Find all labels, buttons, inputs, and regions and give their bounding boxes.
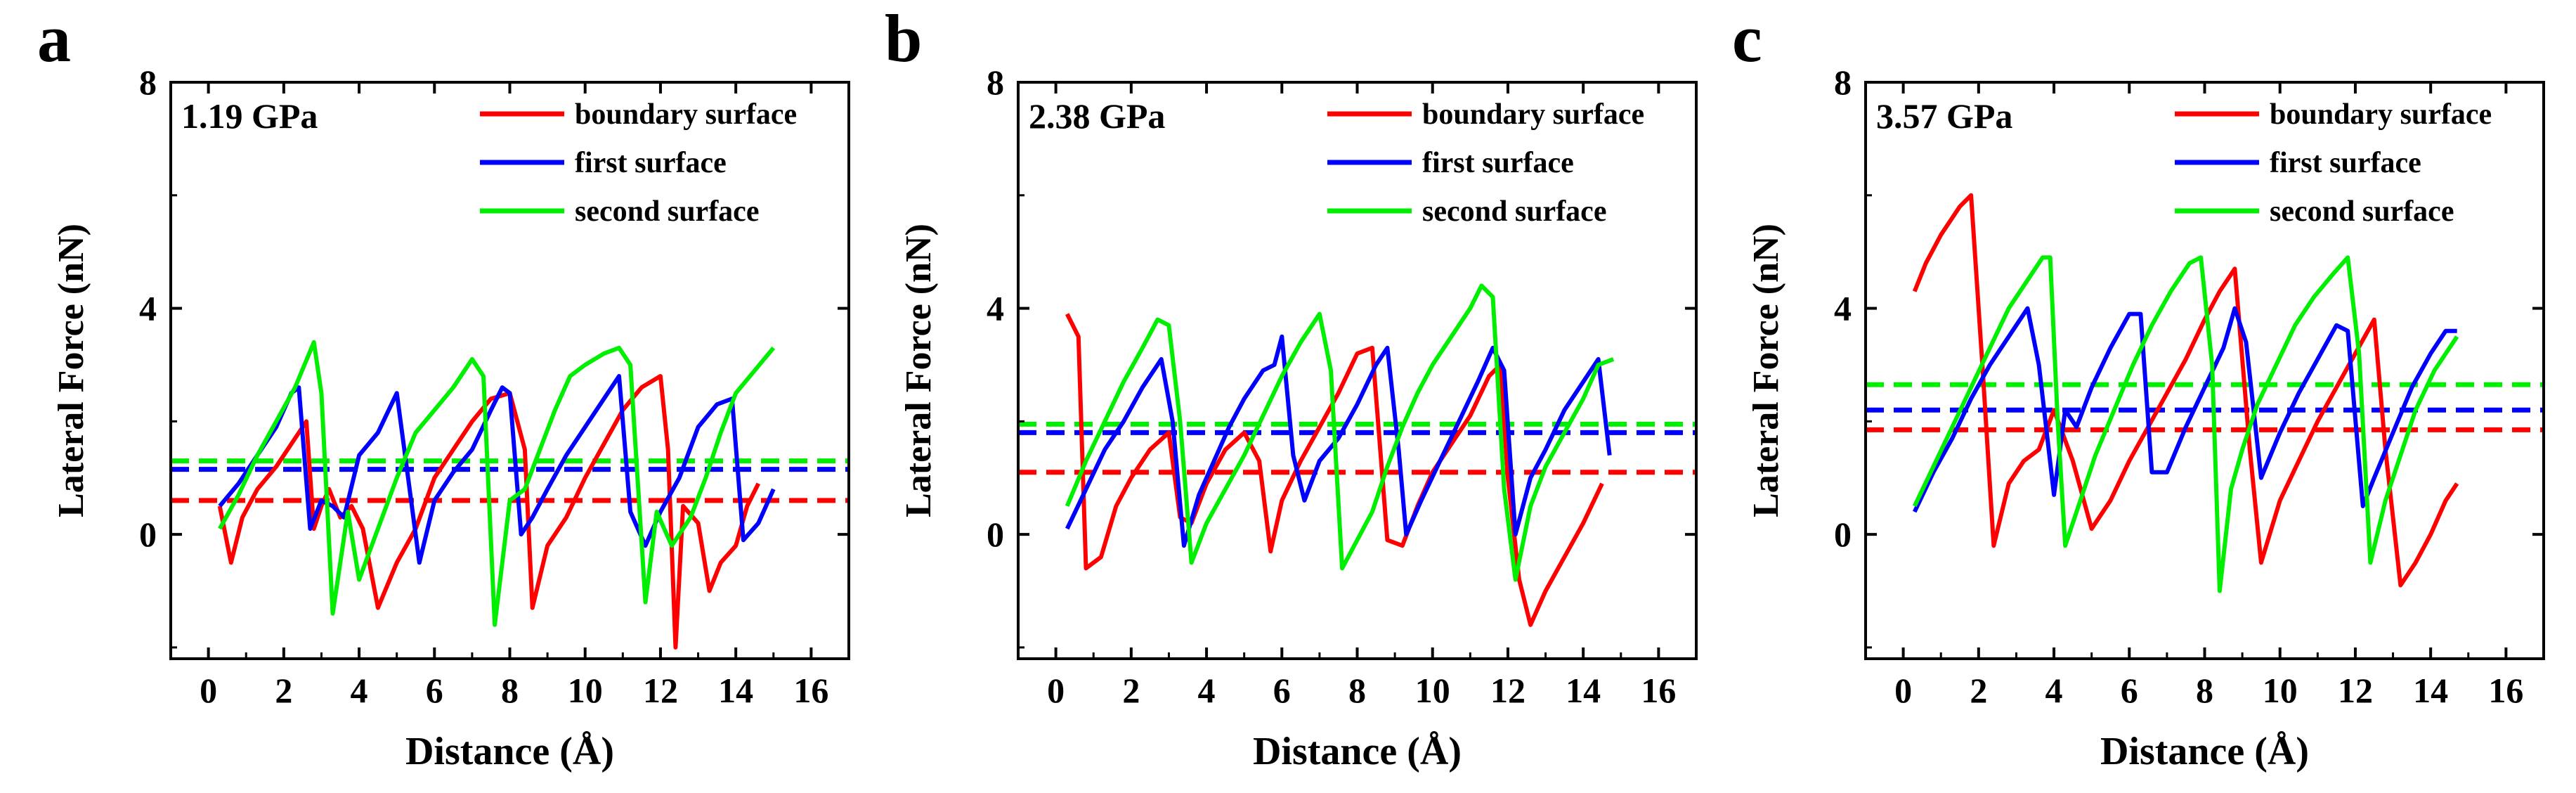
- x-axis-title: Distance (Å): [405, 730, 614, 773]
- series-line-first-surface: [1065, 334, 1612, 548]
- x-tick-label: 0: [1894, 671, 1912, 710]
- x-tick-label: 14: [2413, 671, 2448, 710]
- legend-label: second surface: [2270, 195, 2454, 228]
- plot-frame: [169, 81, 850, 660]
- x-tick-label: 14: [1566, 671, 1601, 710]
- x-axis-title: Distance (Å): [1253, 730, 1462, 773]
- x-tick-label: 14: [718, 671, 753, 710]
- legend-label: first surface: [2270, 147, 2421, 179]
- y-axis-title: Lateral Force (nN): [899, 224, 939, 517]
- legend-label: second surface: [1422, 195, 1606, 228]
- panel-letter: a: [37, 1, 71, 76]
- x-tick-label: 2: [1970, 671, 1987, 710]
- x-tick-label: 2: [1122, 671, 1140, 710]
- x-tick-label: 16: [2488, 671, 2523, 710]
- y-tick-label: 8: [1834, 63, 1852, 102]
- x-tick-label: 8: [2196, 671, 2213, 710]
- x-tick-label: 4: [2045, 671, 2063, 710]
- series-line-first-surface: [218, 374, 776, 565]
- series-line-second-surface: [1912, 255, 2459, 593]
- chart-panel-b: b 0 2 4 6 8 10 12 14 16 0 4 8 Distance (Å) Lateral For…: [885, 1, 1698, 773]
- series-line-boundary-surface: [1912, 193, 2459, 588]
- series-line-boundary-surface: [1065, 313, 1604, 627]
- x-tick-label: 0: [1047, 671, 1065, 710]
- y-tick-label: 8: [987, 63, 1004, 102]
- plot-frame: [1864, 81, 2545, 660]
- y-tick-label: 4: [139, 289, 157, 328]
- x-tick-label: 4: [1198, 671, 1216, 710]
- series-line-boundary-surface: [217, 374, 760, 650]
- x-tick-label: 10: [568, 671, 603, 710]
- y-tick-label: 4: [1834, 289, 1852, 328]
- x-tick-label: 0: [200, 671, 217, 710]
- x-tick-label: 6: [426, 671, 443, 710]
- x-tick-label: 16: [793, 671, 828, 710]
- x-tick-label: 12: [1490, 671, 1526, 710]
- series-line-second-surface: [1065, 283, 1615, 582]
- x-tick-label: 8: [501, 671, 519, 710]
- chart-panel-c: c 0 2 4 6 8 10 12 14 16 0 4 8 Distance (Å) Lateral For…: [1732, 1, 2545, 773]
- x-axis-title: Distance (Å): [2100, 730, 2309, 773]
- legend-label: second surface: [575, 195, 759, 228]
- x-tick-label: 6: [1273, 671, 1291, 710]
- panel-letter: b: [885, 1, 922, 76]
- y-tick-label: 0: [139, 515, 157, 554]
- legend-label: boundary surface: [1422, 98, 1644, 131]
- legend-label: first surface: [1422, 147, 1574, 179]
- legend-label: boundary surface: [2270, 98, 2492, 131]
- x-tick-label: 4: [351, 671, 368, 710]
- legend-label: boundary surface: [575, 98, 797, 131]
- y-tick-label: 8: [139, 63, 157, 102]
- y-tick-label: 4: [987, 289, 1004, 328]
- y-axis-title: Lateral Force (nN): [1746, 224, 1786, 517]
- pressure-annotation: 1.19 GPa: [181, 96, 318, 136]
- x-tick-label: 16: [1641, 671, 1676, 710]
- x-tick-label: 10: [1415, 671, 1450, 710]
- x-tick-label: 12: [643, 671, 678, 710]
- legend-label: first surface: [575, 147, 727, 179]
- panel-letter: c: [1732, 1, 1762, 76]
- x-tick-label: 2: [275, 671, 292, 710]
- x-tick-label: 10: [2263, 671, 2298, 710]
- y-axis-title: Lateral Force (nN): [51, 224, 91, 517]
- y-tick-label: 0: [987, 515, 1004, 554]
- x-tick-label: 12: [2338, 671, 2373, 710]
- y-tick-label: 0: [1834, 515, 1852, 554]
- series-line-second-surface: [218, 340, 776, 627]
- pressure-annotation: 3.57 GPa: [1876, 96, 2012, 136]
- x-tick-label: 6: [2121, 671, 2138, 710]
- pressure-annotation: 2.38 GPa: [1029, 96, 1165, 136]
- chart-panel-a: a 0 2 4 6 8 10 12 14 16 0 4 8 Distance (Å) Lateral For…: [37, 1, 850, 773]
- x-tick-label: 8: [1348, 671, 1366, 710]
